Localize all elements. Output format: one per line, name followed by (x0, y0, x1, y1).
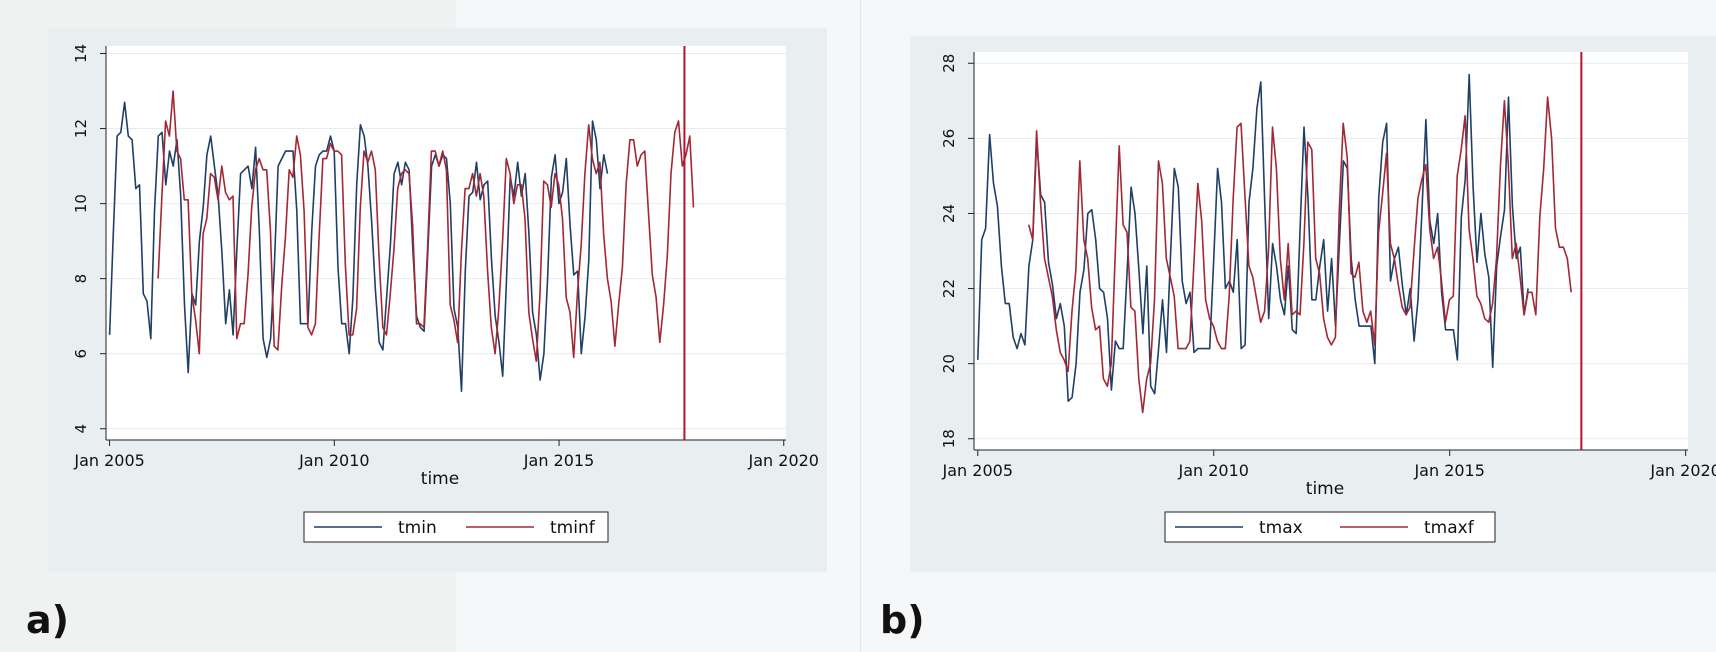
x-tick-label: Jan 2010 (1177, 461, 1248, 480)
plot-area (106, 46, 786, 440)
y-tick-label: 14 (72, 44, 90, 63)
legend-label-tminf: tminf (550, 518, 596, 538)
chart-panel-b: 18 20 22 24 26 28 Jan 2005 Jan 2010 Jan 2015 Jan … (910, 36, 1716, 572)
y-tick-label: 18 (940, 429, 958, 448)
panel-label-b: b) (880, 598, 925, 642)
tmin-chart: 4 6 8 10 12 14 Jan 2005 Jan 2010 Jan 2015 Jan 202… (72, 44, 819, 543)
panel-label-a: a) (26, 598, 70, 642)
y-tick-label: 20 (940, 354, 958, 373)
y-tick-label: 28 (940, 54, 958, 73)
y-tick-label: 26 (940, 129, 958, 148)
y-tick-label: 12 (72, 119, 90, 138)
y-tick-label: 22 (940, 279, 958, 298)
y-tick-label: 10 (72, 194, 90, 213)
tmax-chart: 18 20 22 24 26 28 Jan 2005 Jan 2010 Jan 2015 Jan … (940, 52, 1716, 543)
series-line-tminf (157, 90, 695, 363)
x-tick-label: Jan 2015 (1413, 461, 1484, 480)
x-axis-title: time (421, 469, 459, 489)
x-tick-label: Jan 2010 (298, 451, 369, 470)
x-tick-label: Jan 2005 (73, 451, 144, 470)
x-tick-label: Jan 2020 (748, 451, 819, 470)
plot-area (974, 52, 1688, 450)
series-line-tmaxf (1027, 96, 1572, 414)
legend-label-tmax: tmax (1259, 518, 1303, 538)
y-tick-label: 6 (72, 349, 90, 359)
x-axis-title: time (1306, 479, 1344, 499)
y-tick-label: 4 (72, 424, 90, 434)
y-tick-label: 8 (72, 274, 90, 284)
series-line-tmax (977, 73, 1529, 403)
x-tick-label: Jan 2020 (1649, 461, 1716, 480)
x-tick-label: Jan 2015 (523, 451, 594, 470)
y-tick-label: 24 (940, 204, 958, 223)
legend-label-tmin: tmin (398, 518, 437, 538)
chart-panel-a: 4 6 8 10 12 14 Jan 2005 Jan 2010 Jan 2015 Jan 202… (48, 28, 827, 572)
legend-label-tmaxf: tmaxf (1424, 518, 1475, 538)
x-tick-label: Jan 2005 (942, 461, 1013, 480)
